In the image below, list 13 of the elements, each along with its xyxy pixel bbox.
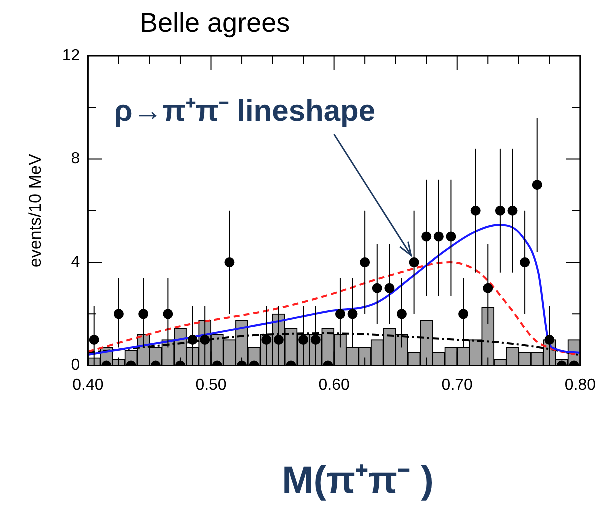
y-axis-title: events/10 MeV (26, 154, 45, 268)
x-tick-label: 0.50 (196, 376, 227, 394)
annotation: ρ→π⁺π⁻ lineshape (114, 94, 376, 128)
y-tick-label: 12 (62, 47, 80, 64)
y-tick-label: 4 (71, 254, 80, 271)
x-tick-label: 0.80 (564, 376, 596, 394)
y-tick-label: 8 (71, 150, 80, 168)
y-tick-label: 0 (71, 357, 80, 374)
x-tick-label: 0.40 (72, 376, 104, 394)
chart-title: Belle agrees (140, 8, 290, 39)
x-tick-label: 0.60 (318, 376, 350, 394)
x-tick-label: 0.70 (442, 376, 474, 394)
x-axis-title: M(π⁺π⁻ ) (281, 459, 435, 504)
